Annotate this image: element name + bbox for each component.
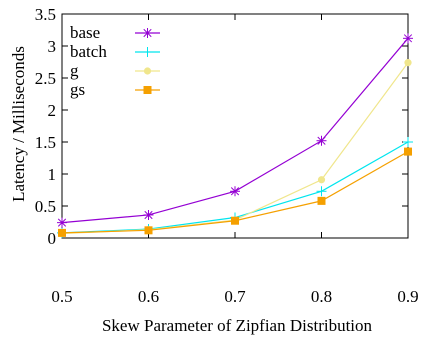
y-tick-label: 2 bbox=[48, 101, 57, 120]
data-point-gs bbox=[144, 226, 153, 235]
series-g bbox=[58, 59, 412, 238]
x-axis-ticks: 0.5 0.6 0.7 0.8 0.9 bbox=[51, 14, 419, 306]
y-tick-label: 1 bbox=[48, 165, 57, 184]
data-point-base bbox=[57, 217, 67, 228]
y-tick-label: 1.5 bbox=[35, 133, 56, 152]
legend-marker-base bbox=[142, 28, 153, 38]
legend-marker-gs bbox=[143, 86, 152, 94]
series-gs bbox=[58, 147, 412, 237]
data-point-batch bbox=[403, 137, 413, 147]
data-point-base bbox=[403, 33, 413, 44]
plot-frame bbox=[61, 13, 409, 239]
data-point-gs bbox=[231, 216, 239, 225]
y-tick-label: 0.5 bbox=[35, 197, 56, 216]
x-tick-label: 0.7 bbox=[224, 287, 246, 306]
legend-label-g: g bbox=[70, 61, 79, 80]
data-point-g bbox=[317, 176, 326, 184]
y-tick-label: 2.5 bbox=[35, 69, 56, 88]
data-point-base bbox=[143, 209, 154, 220]
y-tick-label: 3 bbox=[48, 37, 57, 56]
data-point-gs bbox=[317, 196, 326, 205]
series-line-g bbox=[61, 62, 409, 235]
data-point-gs bbox=[404, 147, 412, 156]
plot-area bbox=[61, 13, 409, 239]
x-axis-label: Skew Parameter of Zipfian Distribution bbox=[102, 316, 373, 335]
x-tick-label: 0.9 bbox=[397, 287, 418, 306]
series-layer bbox=[57, 33, 413, 238]
legend-label-base: base bbox=[70, 23, 100, 42]
legend-marker-batch bbox=[142, 47, 153, 57]
x-tick-label: 0.6 bbox=[138, 287, 159, 306]
legend-label-batch: batch bbox=[70, 42, 107, 61]
data-point-batch bbox=[316, 186, 327, 197]
data-point-g bbox=[404, 59, 412, 67]
y-tick-label: 0 bbox=[48, 229, 57, 248]
data-point-base bbox=[230, 186, 240, 197]
data-point-gs bbox=[58, 228, 66, 237]
y-axis-label: Latency / Milliseconds bbox=[9, 46, 28, 202]
x-tick-label: 0.5 bbox=[51, 287, 72, 306]
x-tick-label: 0.8 bbox=[311, 287, 332, 306]
series-base bbox=[57, 33, 413, 228]
legend-label-gs: gs bbox=[70, 80, 85, 99]
y-axis-ticks: 0 0.5 1 1.5 2 2.5 3 3.5 bbox=[35, 5, 408, 248]
data-point-base bbox=[316, 135, 327, 146]
legend-marker-g bbox=[143, 67, 152, 75]
y-tick-label: 3.5 bbox=[35, 5, 56, 24]
